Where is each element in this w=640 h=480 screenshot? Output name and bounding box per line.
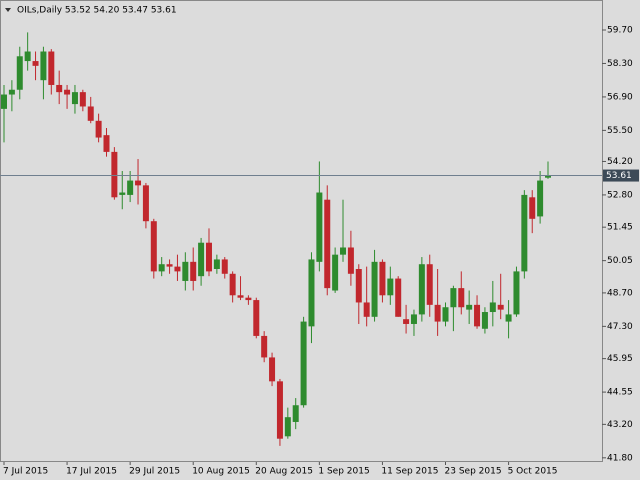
candle-body xyxy=(87,106,94,121)
candle-body xyxy=(166,264,173,267)
candle-body xyxy=(174,266,181,272)
candle-body xyxy=(410,314,417,324)
candle-body xyxy=(205,242,212,272)
y-tick-label: 48.70 xyxy=(607,288,633,298)
candle-body xyxy=(332,254,339,291)
candle-body xyxy=(284,417,291,437)
candle-body xyxy=(1,94,7,109)
candle-body xyxy=(363,302,370,317)
y-tick-label: 47.30 xyxy=(607,322,633,332)
candle-body xyxy=(442,307,449,322)
candle-body xyxy=(403,319,410,324)
candle-body xyxy=(253,300,260,336)
candle-body xyxy=(292,405,299,422)
candle-body xyxy=(261,335,268,358)
candle-body xyxy=(308,259,315,327)
candle-body xyxy=(497,304,504,310)
x-tick-label: 1 Sep 2015 xyxy=(318,467,369,477)
candle-body xyxy=(269,357,276,382)
candle-body xyxy=(71,92,78,105)
y-tick-label: 50.05 xyxy=(607,256,633,266)
candle-body xyxy=(316,192,323,262)
y-tick-label: 58.30 xyxy=(607,59,633,69)
x-tick-label: 7 Jul 2015 xyxy=(3,467,48,477)
x-tick-label: 20 Aug 2015 xyxy=(255,467,313,477)
candle-body xyxy=(245,297,252,301)
candle-body xyxy=(8,89,15,95)
y-tick-label: 56.90 xyxy=(607,92,633,102)
menu-arrow[interactable] xyxy=(5,8,11,12)
x-tick-label: 29 Jul 2015 xyxy=(129,467,180,477)
candle-body xyxy=(237,295,244,298)
candle-body xyxy=(371,261,378,317)
y-tick-label: 44.55 xyxy=(607,388,633,398)
candle-body xyxy=(340,247,347,255)
candle-body xyxy=(79,92,86,107)
candle-body xyxy=(324,199,331,289)
candle-body xyxy=(150,221,157,272)
candle-body xyxy=(387,278,394,296)
y-tick-label: 43.20 xyxy=(607,420,633,430)
y-tick-label: 59.70 xyxy=(607,25,633,35)
candle-body xyxy=(221,259,228,274)
y-tick-label: 55.50 xyxy=(607,126,633,136)
candle-body xyxy=(529,197,536,219)
candle-body xyxy=(119,192,126,195)
candle-body xyxy=(537,180,544,217)
candle-body xyxy=(395,278,402,317)
candle-body xyxy=(466,304,473,310)
candle-body xyxy=(355,269,362,303)
candle-body xyxy=(347,247,354,274)
candle-body xyxy=(40,51,47,81)
candle-body xyxy=(489,302,496,313)
candle-body xyxy=(434,304,441,322)
candle-body xyxy=(513,271,520,315)
candle-body xyxy=(142,185,149,222)
y-tick-label: 54.20 xyxy=(607,157,633,167)
candle-body xyxy=(190,261,197,281)
candle-body xyxy=(64,89,71,95)
y-tick-label: 41.80 xyxy=(607,453,633,463)
candle-body xyxy=(474,304,481,327)
candle-body xyxy=(300,321,307,406)
x-tick-label: 5 Oct 2015 xyxy=(508,467,558,477)
candle-body xyxy=(505,314,512,322)
candle-body xyxy=(95,120,102,138)
candle-body xyxy=(458,288,465,308)
candle-body xyxy=(276,381,283,439)
candle-body xyxy=(111,151,118,198)
candle-body xyxy=(213,259,220,270)
x-tick-label: 10 Aug 2015 xyxy=(192,467,250,477)
candle-body xyxy=(103,135,110,152)
y-tick-label: 51.45 xyxy=(607,223,633,233)
candle-body xyxy=(158,264,165,272)
y-tick-label: 52.80 xyxy=(607,190,633,200)
candle-body xyxy=(426,264,433,305)
candle-body xyxy=(135,180,142,186)
candle-body xyxy=(198,242,205,277)
x-tick-label: 11 Sep 2015 xyxy=(381,467,438,477)
candle-body xyxy=(56,84,63,93)
candle-body xyxy=(481,312,488,329)
candle-body xyxy=(24,51,31,62)
candle-body xyxy=(16,56,23,90)
last-price-label: 53.61 xyxy=(606,171,632,181)
candle-body xyxy=(127,180,134,195)
x-tick-label: 23 Sep 2015 xyxy=(445,467,502,477)
candle-body xyxy=(450,288,457,308)
candle-body xyxy=(521,194,528,272)
candle-body xyxy=(545,175,551,178)
x-tick-label: 17 Jul 2015 xyxy=(66,467,117,477)
candle-body xyxy=(229,273,236,296)
candle-body xyxy=(418,264,425,315)
candle-body xyxy=(32,61,39,66)
plot-frame xyxy=(0,0,603,462)
candle-body xyxy=(379,261,386,296)
chart-title: OILs,Daily 53.52 54.20 53.47 53.61 xyxy=(17,6,177,16)
candle-body xyxy=(182,261,189,281)
candle-body xyxy=(48,51,55,85)
y-tick-label: 45.95 xyxy=(607,354,633,364)
last-price-box xyxy=(603,169,639,182)
